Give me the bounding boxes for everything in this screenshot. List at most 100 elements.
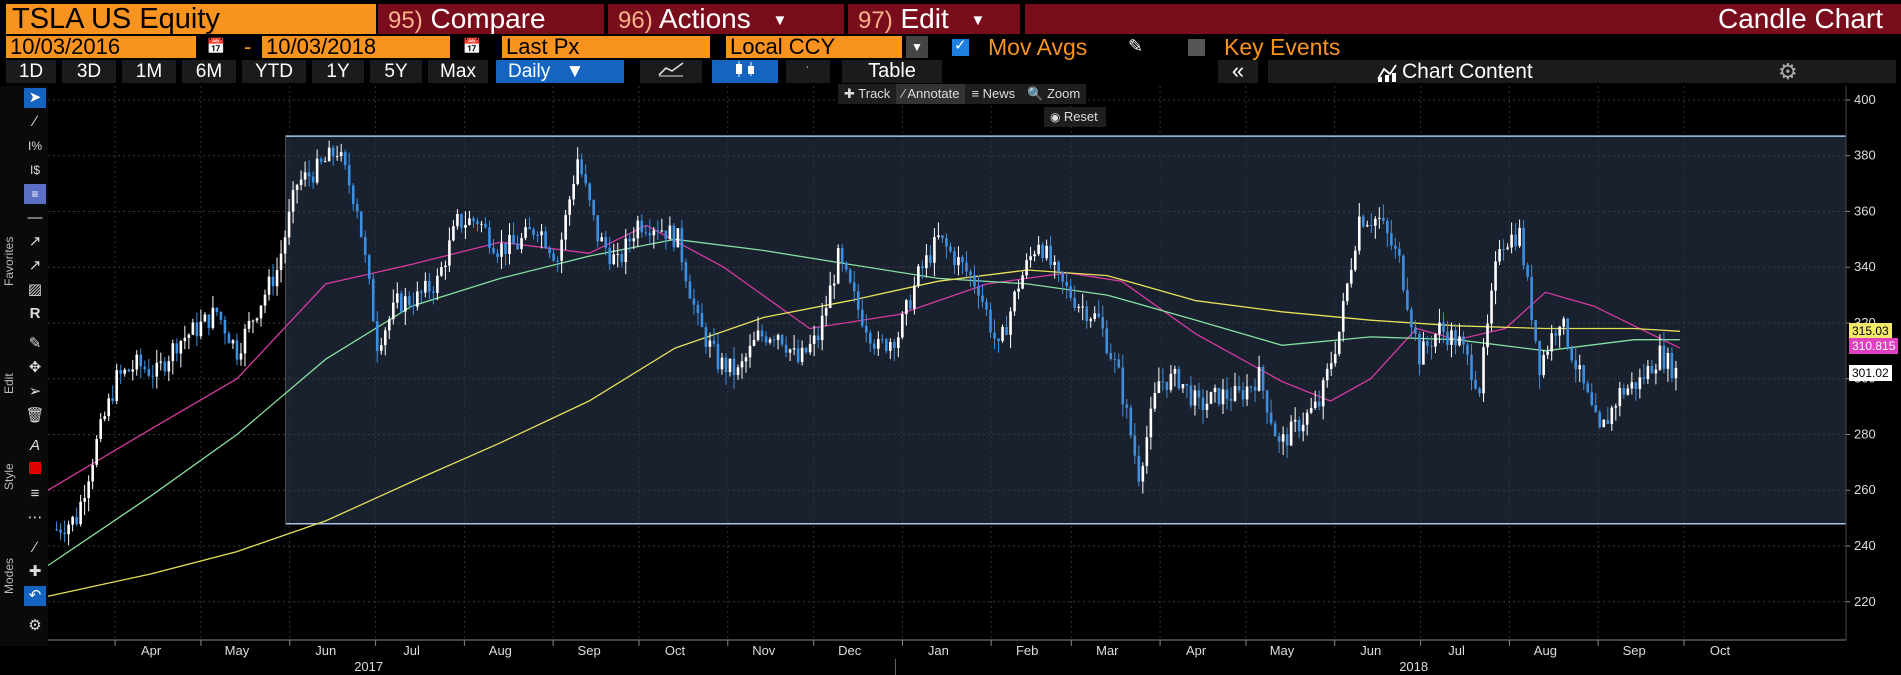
reset-button[interactable]: ◉ Reset [1044,107,1106,127]
candle-body [299,179,303,185]
candle-body [1081,306,1085,308]
candle-chart-type-button[interactable] [712,60,778,83]
color-swatch-icon[interactable] [24,460,46,480]
collapse-button[interactable]: « [1218,60,1258,83]
select-arrow-icon[interactable]: ➢ [28,383,42,400]
currency-select[interactable]: Local CCY [726,36,902,58]
settings-gear-icon[interactable]: ⚙ [1778,59,1798,84]
table-button[interactable]: Table [842,60,942,83]
period-1d[interactable]: 1D [6,60,56,83]
bar-chart-type-button[interactable]: ˙ [786,60,830,83]
delete-trash-icon[interactable]: 🗑 [25,407,45,424]
period-6m[interactable]: 6M [182,60,236,83]
ticker-field[interactable]: TSLA US Equity [6,4,376,34]
mov-avgs-edit-pencil-icon[interactable]: ✎ [1128,36,1144,56]
candle-body [476,221,479,225]
candle-body [395,293,399,303]
candle-body [576,159,579,185]
end-date-field[interactable]: 10/03/2018 [262,36,450,58]
candle-body [1454,330,1457,346]
pointer-icon[interactable]: ➤ [24,88,46,108]
candle-body [985,301,988,310]
candle-body [596,215,600,242]
candle-body [95,439,98,465]
key-events-label[interactable]: Key Events [1224,34,1341,60]
fib-icon[interactable]: ≡ [24,184,46,204]
candle-body [103,416,106,420]
line-style-icon[interactable]: ⋯ [27,509,43,526]
candle-body [375,321,379,351]
horizontal-line-icon[interactable]: — [27,209,43,226]
candle-body [504,243,507,255]
candle-body [1566,318,1570,348]
period-max[interactable]: Max [428,60,488,83]
candle-body [764,336,768,343]
candle-body [1446,331,1449,345]
candle-body [1249,386,1253,388]
candle-body [335,156,339,158]
frequency-label: Daily [508,61,551,82]
edit-button[interactable]: 97) Edit ▼ [848,4,1020,34]
end-calendar-icon[interactable]: 📅 [462,38,482,55]
mov-avgs-checkbox[interactable] [952,39,969,56]
period-3d[interactable]: 3D [62,60,116,83]
zoom-button[interactable]: 🔍 Zoom [1021,84,1086,104]
start-calendar-icon[interactable]: 📅 [206,38,226,55]
candle-body [868,332,872,344]
candle-body [1486,323,1489,348]
regression-icon[interactable]: R [29,305,41,322]
candle-body [1321,380,1325,407]
news-button[interactable]: ≡ News [965,84,1021,104]
candle-body [560,239,563,261]
candle-body [1438,322,1441,335]
channel-layer [285,135,1846,525]
trend-percent-icon[interactable]: I% [27,139,42,153]
period-1y[interactable]: 1Y [312,60,364,83]
line-chart-type-button[interactable] [640,60,702,83]
trend-dollar-icon[interactable]: I$ [29,163,40,177]
period-1m[interactable]: 1M [122,60,176,83]
frequency-dropdown[interactable]: Daily ▼ [496,60,624,83]
annotate-button[interactable]: ∕ Annotate [896,84,966,104]
candle-body [1606,419,1610,424]
chart-content-label[interactable]: Chart Content [1402,60,1533,83]
line-width-icon[interactable]: ≡ [30,485,40,502]
chart-content-bar[interactable] [1268,60,1896,83]
text-style-icon[interactable]: A [29,437,40,454]
start-date-field[interactable]: 10/03/2016 [6,36,196,58]
candle-body [752,339,756,346]
magnet-icon[interactable]: ↶ [24,586,46,606]
candle-body [1345,283,1349,302]
candle-body [872,343,876,349]
currency-dropdown-icon[interactable]: ▼ [906,36,928,58]
period-ytd[interactable]: YTD [242,60,306,83]
candle-body [1482,347,1485,394]
track-button[interactable]: ✚ Track [838,84,896,104]
brush-icon[interactable]: ∕ [33,539,37,556]
candle-body [131,369,135,372]
ray-icon[interactable]: ↗ [28,233,42,250]
move-icon[interactable]: ✥ [28,359,42,376]
draw-line-icon[interactable]: ∕ [33,113,37,130]
crosshair-icon[interactable]: ✚ [28,563,42,580]
edit-pencil-icon[interactable]: ✎ [28,335,42,352]
candle-body [496,253,499,257]
compare-button[interactable]: 95) Compare [378,4,604,34]
actions-button[interactable]: 96) Actions ▼ [608,4,844,34]
key-events-checkbox[interactable] [1188,39,1205,56]
mov-avgs-label[interactable]: Mov Avgs [988,34,1088,60]
toolbar-settings-gear-icon[interactable]: ⚙ [28,617,42,634]
field-select[interactable]: Last Px [502,36,710,58]
arrow-line-icon[interactable]: ↗ [28,257,42,274]
candle-body [913,285,916,309]
channel-icon[interactable]: ▨ [27,281,43,298]
period-5y[interactable]: 5Y [370,60,422,83]
candle-body [1378,217,1381,219]
candle-body [828,285,832,308]
candle-body [1466,344,1469,355]
edit-label: Edit [900,4,949,34]
y-tick-label: 360 [1854,203,1876,218]
candle-body [917,266,920,286]
candle-body [1017,288,1020,292]
